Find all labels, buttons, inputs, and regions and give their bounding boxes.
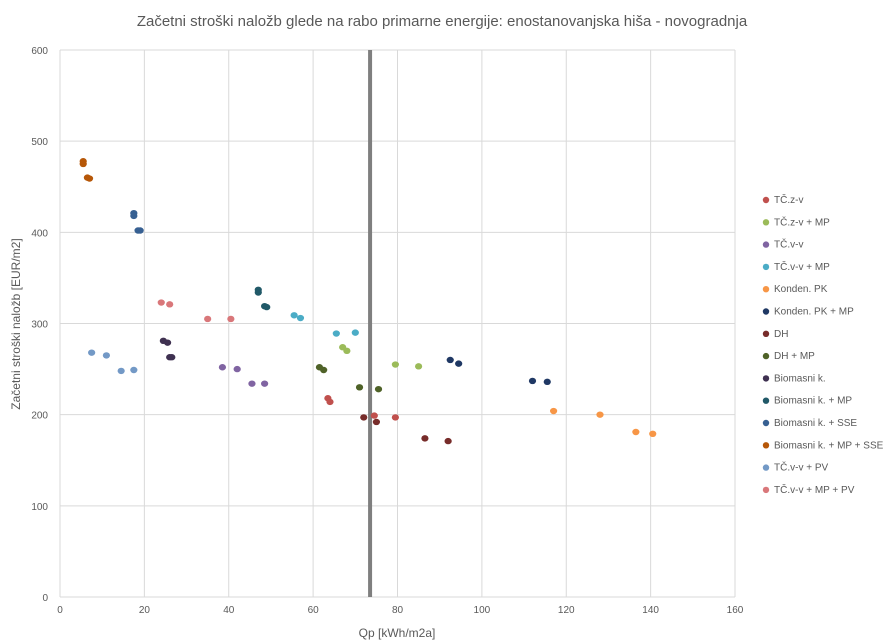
- data-point: [446, 356, 454, 364]
- data-point: [374, 385, 383, 393]
- legend-marker: [762, 397, 770, 404]
- data-point: [343, 347, 351, 355]
- data-point: [649, 430, 657, 438]
- data-point: [421, 435, 429, 442]
- legend-entry: TČ.v-v + PV: [774, 461, 829, 474]
- legend-entry: Biomasni k.: [774, 373, 826, 384]
- y-axis-label: Začetni stroški naložb [EUR/m2]: [9, 238, 23, 409]
- data-point: [227, 315, 235, 323]
- x-tick-label: 80: [392, 605, 404, 616]
- legend-marker: [762, 464, 770, 471]
- data-point: [85, 175, 94, 182]
- data-point: [320, 366, 328, 374]
- y-tick-label: 500: [31, 137, 48, 148]
- y-tick-label: 200: [31, 411, 48, 422]
- data-point: [261, 380, 269, 387]
- data-point: [117, 367, 125, 375]
- legend-marker: [762, 263, 770, 271]
- data-point: [263, 303, 271, 311]
- legend-marker: [762, 196, 770, 204]
- legend-marker: [762, 375, 770, 382]
- data-point: [204, 315, 212, 323]
- legend-entry: TČ.z-v + MP: [774, 215, 830, 228]
- legend-entry: Biomasni k. + MP + SSE: [774, 440, 884, 451]
- legend-marker: [762, 219, 770, 226]
- legend-marker: [762, 330, 770, 337]
- x-tick-label: 100: [474, 605, 491, 616]
- y-tick-label: 100: [31, 502, 48, 513]
- data-point: [391, 414, 399, 421]
- legend-entry: TČ.v-v + MP + PV: [774, 483, 855, 496]
- data-point: [370, 412, 378, 419]
- data-point: [414, 363, 423, 370]
- legend-marker: [762, 442, 770, 449]
- data-point: [290, 312, 298, 319]
- data-point: [157, 299, 165, 306]
- y-tick-label: 300: [31, 320, 48, 331]
- data-point: [596, 411, 604, 418]
- legend-entry: TČ.v-v + MP: [774, 260, 830, 273]
- data-point: [136, 227, 144, 234]
- y-tick-label: 0: [42, 593, 48, 604]
- data-point: [528, 377, 537, 385]
- legend-entry: Biomasni k. + SSE: [774, 418, 857, 429]
- data-point: [326, 398, 334, 406]
- legend-entry: Konden. PK: [774, 284, 828, 295]
- y-axis-ticks: 0 100 200 300 400 500 600: [31, 46, 48, 604]
- data-point: [351, 329, 359, 336]
- legend-marker: [762, 419, 770, 427]
- legend-entry: DH: [774, 329, 788, 340]
- data-point: [218, 364, 227, 371]
- data-point: [332, 330, 340, 337]
- legend: TČ.z-v TČ.z-v + MP TČ.v-v TČ.v-v + MP Konden…: [762, 193, 884, 496]
- legend-marker: [762, 352, 770, 360]
- gridlines: [59, 49, 736, 598]
- legend-entry: Konden. PK + MP: [774, 307, 854, 318]
- legend-entry: TČ.z-v: [774, 193, 803, 206]
- data-point: [130, 212, 138, 220]
- x-tick-label: 0: [57, 605, 63, 616]
- legend-marker: [762, 286, 770, 293]
- data-point: [296, 314, 305, 322]
- data-points: [79, 158, 657, 445]
- data-point: [102, 352, 111, 359]
- data-point: [360, 414, 368, 421]
- data-point: [166, 301, 174, 308]
- data-point: [163, 339, 172, 346]
- y-tick-label: 400: [31, 228, 48, 239]
- x-tick-label: 40: [223, 605, 235, 616]
- data-point: [79, 160, 87, 168]
- legend-entry: Biomasni k. + MP: [774, 396, 852, 407]
- x-tick-label: 160: [727, 605, 744, 616]
- data-point: [254, 289, 262, 296]
- data-point: [88, 349, 96, 356]
- legend-entry: DH + MP: [774, 351, 815, 362]
- x-tick-label: 60: [308, 605, 320, 616]
- legend-entry: TČ.v-v: [774, 238, 803, 251]
- chart-title: Začetni stroški naložb glede na rabo pri…: [137, 13, 748, 30]
- data-point: [543, 378, 551, 386]
- data-point: [168, 354, 176, 361]
- x-tick-label: 120: [558, 605, 575, 616]
- y-tick-label: 600: [31, 46, 48, 57]
- legend-marker: [762, 308, 770, 315]
- data-point: [248, 380, 256, 387]
- x-axis-ticks: 0 20 40 60 80 100 120 140 160: [57, 605, 744, 616]
- data-point: [632, 428, 640, 436]
- data-point: [444, 437, 452, 445]
- data-point: [233, 365, 241, 373]
- data-point: [391, 361, 399, 368]
- x-tick-label: 140: [642, 605, 659, 616]
- legend-marker: [762, 486, 770, 494]
- data-point: [455, 360, 463, 367]
- legend-marker: [762, 241, 770, 248]
- data-point: [130, 366, 138, 374]
- x-tick-label: 20: [139, 605, 151, 616]
- data-point: [355, 384, 364, 391]
- x-axis-label: Qp [kWh/m2a]: [359, 626, 436, 640]
- data-point: [372, 418, 381, 426]
- data-point: [549, 407, 558, 415]
